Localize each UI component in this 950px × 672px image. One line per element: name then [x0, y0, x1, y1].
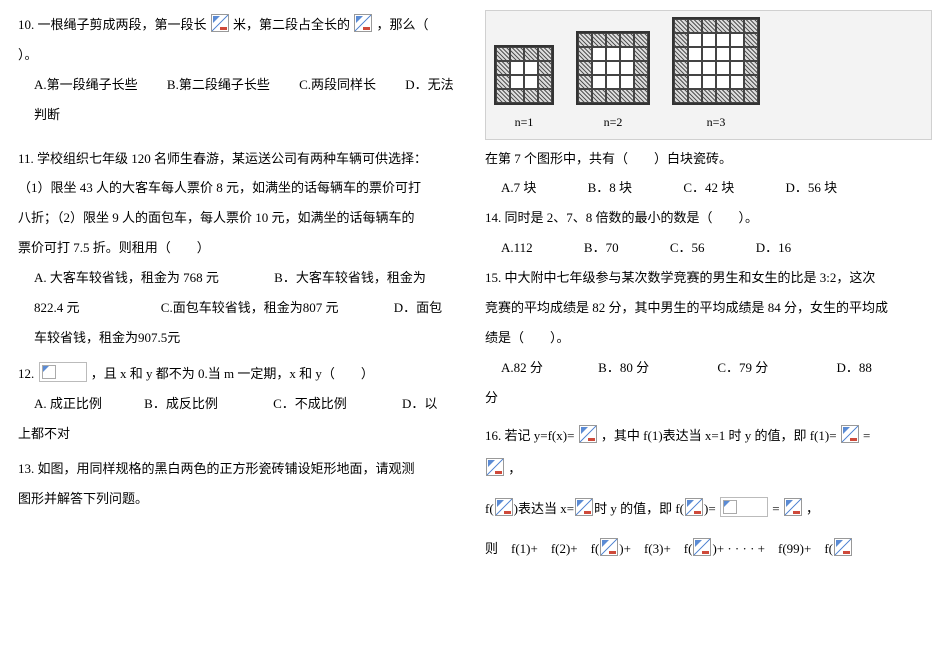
- q11-optC: C.面包车较省钱，租金为807 元: [161, 300, 339, 315]
- q10-stem-c: ，那么（: [377, 17, 429, 32]
- q16-p1a: 16. 若记 y=f(x)=: [485, 428, 574, 443]
- q11-l2: （1）限坐 43 人的大客车每人票价 8 元，如满坐的话每辆车的票价可打: [18, 173, 457, 203]
- q11-optA: A. 大客车较省钱，租金为 768 元: [34, 270, 219, 285]
- fraction-icon: [693, 538, 711, 556]
- q14-optB: B．70: [584, 233, 619, 263]
- q15-optC: C．79 分: [717, 360, 768, 375]
- question-11: 11. 学校组织七年级 120 名师生春游，某运送公司有两种车辆可供选择： （1…: [18, 144, 457, 353]
- q13-l1: 13. 如图，用同样规格的黑白两色的正方形瓷砖铺设矩形地面，请观测: [18, 454, 457, 484]
- q11-optB2: 822.4 元: [34, 300, 80, 315]
- q13b-optA: A.7 块: [501, 173, 536, 203]
- fraction-icon: [834, 538, 852, 556]
- fraction-icon: [575, 498, 593, 516]
- q16-comma: ，: [508, 461, 521, 476]
- q12-middle: ，且 x 和 y 都不为 0.当 m 一定期，x 和 y（ ）: [91, 366, 374, 381]
- q14-stem: 14. 同时是 2、7、8 倍数的最小的数是（ ）。: [485, 203, 932, 233]
- q11-optD: D．面包: [394, 300, 442, 315]
- fraction-icon: [784, 498, 802, 516]
- grid-n3: [672, 17, 760, 105]
- q12-prefix: 12.: [18, 366, 34, 381]
- fraction-icon: [354, 14, 372, 32]
- tile-label-n1: n=1: [515, 109, 534, 137]
- left-column: 10. 一根绳子剪成两段，第一段长 米，第二段占全长的 ，那么（ ）。 A.第一…: [0, 0, 475, 672]
- q11-optB: B．大客车较省钱，租金为: [274, 270, 426, 285]
- q15-optD2: 分: [485, 383, 932, 413]
- q13b-optD: D．56 块: [785, 173, 837, 203]
- q11-l4: 票价可打 7.5 折。则租用（ ）: [18, 233, 457, 263]
- formula-placeholder: [720, 497, 768, 517]
- q10-optC: C.两段同样长: [299, 77, 376, 92]
- fraction-icon: [685, 498, 703, 516]
- q14-optC: C．56: [670, 233, 705, 263]
- q12-optC: C．不成比例: [273, 396, 347, 411]
- q12-optA: A. 成正比例: [34, 396, 102, 411]
- q16-p2c: 时 y 的值，即 f(: [594, 501, 684, 516]
- question-16: 16. 若记 y=f(x)= ，其中 f(1)表达当 x=1 时 y 的值，即 …: [485, 419, 932, 566]
- q15-l1: 15. 中大附中七年级参与某次数学竞赛的男生和女生的比是 3:2，这次: [485, 263, 932, 293]
- q16-p3c: )+ · · · · + f(99)+ f(: [712, 541, 833, 556]
- fraction-icon: [211, 14, 229, 32]
- tile-n1: n=1: [494, 45, 554, 137]
- question-12: 12. ，且 x 和 y 都不为 0.当 m 一定期，x 和 y（ ） A. 成…: [18, 359, 457, 449]
- fraction-icon: [579, 425, 597, 443]
- question-10: 10. 一根绳子剪成两段，第一段长 米，第二段占全长的 ，那么（ ）。 A.第一…: [18, 10, 457, 130]
- tile-n3: n=3: [672, 17, 760, 137]
- grid-n1: [494, 45, 554, 105]
- tile-label-n2: n=2: [604, 109, 623, 137]
- q15-opts: A.82 分 B．80 分 C．79 分 D．88: [485, 353, 932, 383]
- q12-optB: B．成反比例: [144, 396, 218, 411]
- q16-p3: 则 f(1)+ f(2)+ f(: [485, 541, 599, 556]
- q10-stem-b: 米，第二段占全长的: [233, 17, 350, 32]
- q11-optD2: 车较省钱，租金为907.5元: [18, 323, 457, 353]
- q16-p1c: =: [863, 428, 870, 443]
- q14-optA: A.112: [501, 233, 533, 263]
- formula-placeholder: [39, 362, 87, 382]
- q14-opts: A.112 B．70 C．56 D．16: [485, 233, 932, 263]
- q15-optA: A.82 分: [501, 360, 543, 375]
- q10-optA: A.第一段绳子长些: [34, 77, 138, 92]
- q13b-stem: 在第 7 个图形中，共有（ ）白块瓷砖。: [485, 144, 932, 174]
- question-13: 13. 如图，用同样规格的黑白两色的正方形瓷砖铺设矩形地面，请观测 图形并解答下…: [18, 454, 457, 514]
- q13-l2: 图形并解答下列问题。: [18, 484, 457, 514]
- q16-p3b: )+ f(3)+ f(: [619, 541, 692, 556]
- grid-n2: [576, 31, 650, 105]
- q15-l2: 竞赛的平均成绩是 82 分，其中男生的平均成绩是 84 分，女生的平均成: [485, 293, 932, 323]
- q13b-optB: B．8 块: [588, 173, 632, 203]
- fraction-icon: [600, 538, 618, 556]
- q11-l1: 11. 学校组织七年级 120 名师生春游，某运送公司有两种车辆可供选择：: [18, 144, 457, 174]
- q16-p2b: )表达当 x=: [514, 501, 574, 516]
- q15-optB: B．80 分: [598, 360, 649, 375]
- tile-n2: n=2: [576, 31, 650, 137]
- q15-optD: D．88: [837, 360, 872, 375]
- fraction-icon: [486, 458, 504, 476]
- fraction-icon: [841, 425, 859, 443]
- q12-optD: D．以: [402, 396, 437, 411]
- q10-optB: B.第二段绳子长些: [167, 77, 270, 92]
- q16-p2f: ，: [806, 501, 819, 516]
- fraction-icon: [495, 498, 513, 516]
- q15-l3: 绩是（ ）。: [485, 323, 932, 353]
- right-column: n=1 n=2: [475, 0, 950, 672]
- q10-stem-d: ）。: [18, 40, 457, 70]
- q12-optD2: 上都不对: [18, 419, 457, 449]
- q16-p2e: =: [772, 501, 779, 516]
- q13b-optC: C．42 块: [683, 173, 734, 203]
- q16-p2d: )=: [704, 501, 716, 516]
- q10-stem-a: 10. 一根绳子剪成两段，第一段长: [18, 17, 207, 32]
- q14-optD: D．16: [756, 233, 791, 263]
- q16-p1b: ，其中 f(1)表达当 x=1 时 y 的值，即 f(1)=: [601, 428, 837, 443]
- tile-diagram: n=1 n=2: [485, 10, 932, 140]
- q11-l3: 八折；（2）限坐 9 人的面包车，每人票价 10 元，如满坐的话每辆车的: [18, 203, 457, 233]
- q16-p2a: f(: [485, 501, 494, 516]
- tile-label-n3: n=3: [707, 109, 726, 137]
- q13b-opts: A.7 块 B．8 块 C．42 块 D．56 块: [485, 173, 932, 203]
